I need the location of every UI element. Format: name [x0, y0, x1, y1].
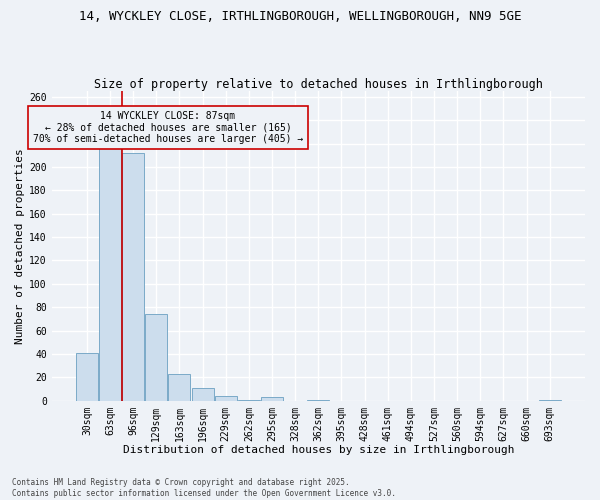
Bar: [191, 388, 214, 400]
Bar: [122, 153, 144, 400]
Bar: [215, 396, 237, 400]
Bar: [145, 314, 167, 400]
Y-axis label: Number of detached properties: Number of detached properties: [15, 148, 25, 344]
Text: 14, WYCKLEY CLOSE, IRTHLINGBOROUGH, WELLINGBOROUGH, NN9 5GE: 14, WYCKLEY CLOSE, IRTHLINGBOROUGH, WELL…: [79, 10, 521, 23]
Bar: [261, 397, 283, 400]
Bar: [169, 374, 190, 400]
Text: 14 WYCKLEY CLOSE: 87sqm
← 28% of detached houses are smaller (165)
70% of semi-d: 14 WYCKLEY CLOSE: 87sqm ← 28% of detache…: [33, 111, 303, 144]
X-axis label: Distribution of detached houses by size in Irthlingborough: Distribution of detached houses by size …: [122, 445, 514, 455]
Text: Contains HM Land Registry data © Crown copyright and database right 2025.
Contai: Contains HM Land Registry data © Crown c…: [12, 478, 396, 498]
Bar: [99, 148, 121, 400]
Bar: [76, 353, 98, 401]
Title: Size of property relative to detached houses in Irthlingborough: Size of property relative to detached ho…: [94, 78, 543, 91]
